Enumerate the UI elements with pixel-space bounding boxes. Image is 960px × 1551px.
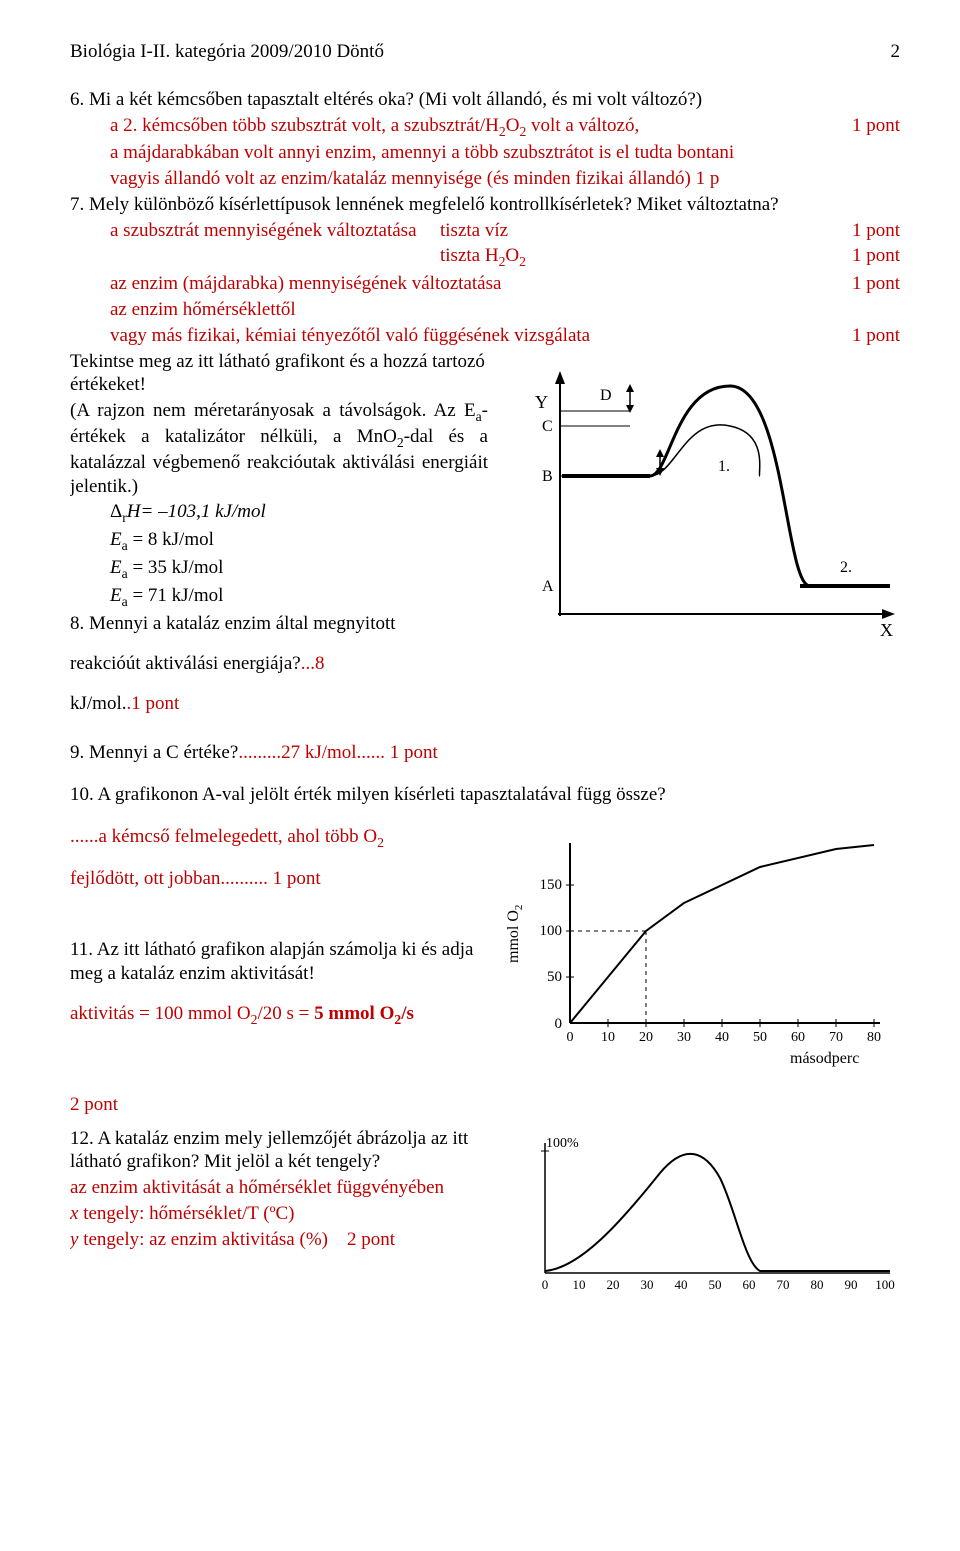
svg-text:50: 50: [547, 969, 562, 985]
q10-question: 10. A grafikonon A-val jelölt érték mily…: [70, 783, 900, 807]
header-page-number: 2: [891, 40, 901, 64]
svg-text:20: 20: [639, 1030, 653, 1045]
q7-a1-left: a szubsztrát mennyiségének változtatása: [110, 219, 440, 243]
q7-a1-mid: tiszta víz: [440, 219, 852, 243]
svg-text:B: B: [542, 468, 553, 485]
header-title: Biológia I-II. kategória 2009/2010 Döntő: [70, 40, 384, 64]
svg-text:100: 100: [540, 923, 563, 939]
q11-pts: 2 pont: [70, 1093, 900, 1117]
svg-text:D: D: [600, 387, 612, 404]
q7-question: 7. Mely különböző kísérlettípusok lennén…: [70, 193, 900, 217]
svg-text:30: 30: [641, 1277, 654, 1292]
q7-a2-pts: 1 pont: [852, 244, 900, 270]
svg-text:60: 60: [743, 1277, 756, 1292]
q9: 9. Mennyi a C értéke?.........27 kJ/mol.…: [70, 741, 900, 765]
svg-text:mmol O2: mmol O2: [505, 904, 525, 962]
q8-unit-pts: kJ/mol..1 pont: [70, 692, 900, 716]
energy-diagram: Y X A B C D 1. 2.: [500, 356, 900, 646]
q6-question: 6. Mi a két kémcsőben tapasztalt eltérés…: [70, 88, 900, 112]
svg-text:70: 70: [777, 1277, 790, 1292]
svg-text:40: 40: [675, 1277, 688, 1292]
svg-text:20: 20: [607, 1277, 620, 1292]
svg-text:1.: 1.: [718, 458, 730, 475]
q6-answer: a 2. kémcsőben több szubsztrát volt, a s…: [110, 114, 900, 191]
fig1-ylabel: Y: [535, 392, 548, 412]
svg-text:100: 100: [875, 1277, 895, 1292]
q7-a5-left: vagy más fizikai, kémiai tényezőtől való…: [110, 324, 852, 348]
q7-a5-pts: 1 pont: [852, 324, 900, 348]
svg-text:10: 10: [573, 1277, 586, 1292]
q6-ans2: a májdarabkában volt annyi enzim, amenny…: [110, 141, 900, 165]
svg-text:90: 90: [845, 1277, 858, 1292]
o2-time-chart: 0 50 100 150 0 10 20 30 40 50 60 70 80: [500, 823, 900, 1073]
q7-a3-pts: 1 pont: [852, 272, 900, 296]
svg-text:30: 30: [677, 1030, 691, 1045]
svg-text:0: 0: [567, 1030, 574, 1045]
fig1-xlabel: X: [880, 620, 893, 640]
svg-text:A: A: [542, 578, 554, 595]
svg-text:100%: 100%: [546, 1136, 579, 1151]
svg-text:80: 80: [867, 1030, 881, 1045]
svg-text:10: 10: [601, 1030, 615, 1045]
svg-text:50: 50: [753, 1030, 767, 1045]
page-header: Biológia I-II. kategória 2009/2010 Döntő…: [70, 40, 900, 64]
svg-text:50: 50: [709, 1277, 722, 1292]
svg-text:150: 150: [540, 877, 563, 893]
svg-text:70: 70: [829, 1030, 843, 1045]
q8-line2: reakcióút aktiválási energiája?...8: [70, 652, 900, 676]
q6-ans1-pts: 1 pont: [852, 114, 900, 140]
q7-a3-left: az enzim (májdarabka) mennyiségének vált…: [110, 272, 852, 296]
q7-answer: a szubsztrát mennyiségének változtatása …: [110, 219, 900, 348]
q6-ans1-text: a 2. kémcsőben több szubsztrát volt, a s…: [110, 114, 852, 140]
q7-a1-pts: 1 pont: [852, 219, 900, 243]
svg-text:0: 0: [542, 1277, 549, 1292]
q7-a2-mid: tiszta H2O2: [440, 244, 852, 270]
q6-ans3: vagyis állandó volt az enzim/kataláz men…: [110, 167, 900, 191]
svg-text:40: 40: [715, 1030, 729, 1045]
q7-a4: az enzim hőmérséklettől: [110, 298, 900, 322]
svg-text:2.: 2.: [840, 559, 852, 576]
svg-text:C: C: [542, 418, 553, 435]
svg-text:80: 80: [811, 1277, 824, 1292]
svg-text:0: 0: [555, 1016, 563, 1032]
activity-temp-chart: 100% 0 10 20 30 40 50 60 70 80 90 100: [500, 1133, 900, 1293]
svg-text:másodperc: másodperc: [790, 1050, 859, 1067]
svg-text:60: 60: [791, 1030, 805, 1045]
